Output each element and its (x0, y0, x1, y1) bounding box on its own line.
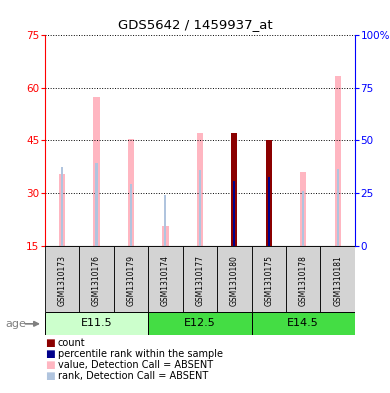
Bar (286, 246, 321, 312)
Text: E11.5: E11.5 (81, 318, 112, 329)
Bar (165, 195, 167, 246)
Bar (59, 174, 65, 246)
Bar (96, 163, 98, 246)
Text: GSM1310174: GSM1310174 (161, 255, 170, 306)
Bar (128, 139, 134, 246)
Text: GSM1310181: GSM1310181 (333, 255, 342, 306)
Text: GDS5642 / 1459937_at: GDS5642 / 1459937_at (118, 18, 272, 31)
Bar (321, 246, 355, 312)
Bar (233, 181, 235, 246)
Bar (148, 312, 252, 335)
Bar (252, 246, 286, 312)
Bar (61, 167, 63, 246)
Bar (183, 246, 217, 312)
Bar (197, 134, 203, 246)
Text: GSM1310180: GSM1310180 (230, 255, 239, 306)
Text: age: age (5, 319, 26, 329)
Bar (148, 246, 183, 312)
Text: ■: ■ (45, 360, 55, 370)
Text: rank, Detection Call = ABSENT: rank, Detection Call = ABSENT (58, 371, 208, 381)
Bar (337, 169, 339, 246)
Text: value, Detection Call = ABSENT: value, Detection Call = ABSENT (58, 360, 213, 370)
Bar (45, 312, 148, 335)
Bar (130, 184, 132, 246)
Text: E12.5: E12.5 (184, 318, 216, 329)
Bar (231, 134, 238, 246)
Text: GSM1310175: GSM1310175 (264, 255, 273, 306)
Text: ■: ■ (45, 349, 55, 359)
Text: GSM1310178: GSM1310178 (299, 255, 308, 306)
Text: GSM1310177: GSM1310177 (195, 255, 204, 306)
Text: GSM1310176: GSM1310176 (92, 255, 101, 306)
Text: ■: ■ (45, 338, 55, 348)
Bar (199, 170, 201, 246)
Bar (335, 76, 341, 246)
Bar (94, 97, 99, 246)
Bar (252, 312, 355, 335)
Text: count: count (58, 338, 85, 348)
Text: percentile rank within the sample: percentile rank within the sample (58, 349, 223, 359)
Bar (79, 246, 114, 312)
Text: GSM1310173: GSM1310173 (58, 255, 67, 306)
Text: GSM1310179: GSM1310179 (126, 255, 135, 306)
Bar (217, 246, 252, 312)
Bar (268, 177, 270, 246)
Bar (300, 172, 306, 246)
Bar (302, 191, 304, 246)
Text: E14.5: E14.5 (287, 318, 319, 329)
Bar (162, 226, 168, 246)
Text: ■: ■ (45, 371, 55, 381)
Bar (45, 246, 79, 312)
Bar (114, 246, 148, 312)
Bar (266, 140, 272, 246)
